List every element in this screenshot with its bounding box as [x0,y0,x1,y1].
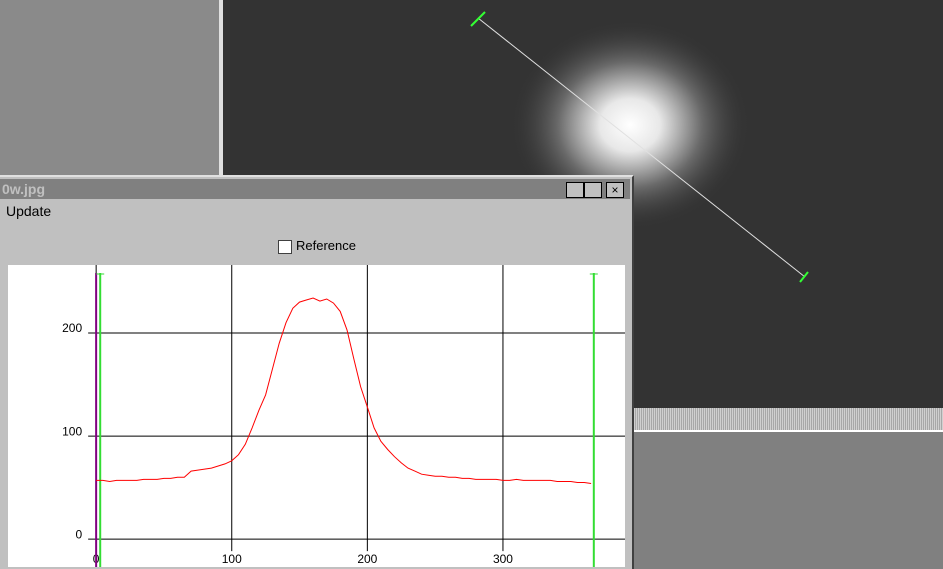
checkbox-label: Reference [296,238,356,253]
checkbox[interactable] [278,240,292,254]
data-line [96,297,592,484]
plot: 01002000100200300 [8,265,625,567]
scroll-band [632,408,943,432]
separator [219,0,223,180]
x-tick-label: 100 [222,552,242,566]
menu-item[interactable]: Update [6,203,52,219]
window-title: 0w.jpg [2,181,46,197]
y-tick-label: 0 [75,527,82,541]
left-panel [0,0,219,180]
maximize-button[interactable] [584,182,602,198]
x-tick-label: 300 [493,552,513,566]
menu-bar: Update [0,201,630,221]
minimize-button[interactable] [566,182,584,198]
y-tick-label: 200 [62,321,82,335]
close-button[interactable]: × [606,182,624,198]
title-bar: 0w.jpg × [0,179,630,199]
y-tick-label: 100 [62,424,82,438]
x-tick-label: 200 [357,552,377,566]
